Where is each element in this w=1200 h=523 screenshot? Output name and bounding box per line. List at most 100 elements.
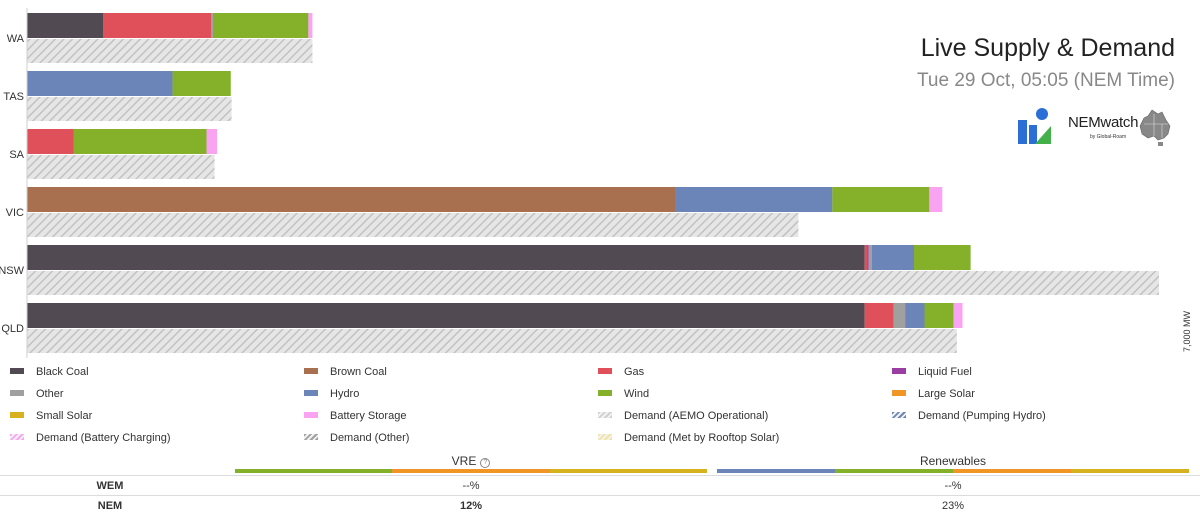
legend-label: Large Solar [918,388,975,400]
bar-sa-gas[interactable] [27,129,74,154]
color-strip-segment [1071,469,1189,473]
bar-sa-wind[interactable] [73,129,207,154]
legend-item[interactable]: Battery Storage [304,410,406,422]
bar-vic-brown-coal[interactable] [27,187,676,212]
legend-item[interactable]: Demand (Other) [304,432,409,444]
demand-bar-qld[interactable] [27,329,957,353]
help-icon[interactable]: ? [480,458,491,468]
legend-swatch [892,368,906,375]
legend-label: Demand (Pumping Hydro) [918,410,1046,422]
bar-wa-gas[interactable] [103,13,212,38]
legend-item[interactable]: Other [10,388,64,400]
category-label-nsw: NSW [0,265,25,277]
legend-item[interactable]: Demand (Battery Charging) [10,432,171,444]
bar-tas-wind[interactable] [172,71,231,96]
legend-item[interactable]: Black Coal [10,366,89,378]
legend-label: Brown Coal [330,366,387,378]
bar-qld-gas[interactable] [864,303,894,328]
vre-header-label: VRE [451,454,477,468]
axis-label: 7,000 MW [1182,310,1192,352]
supply-demand-chart: WA TAS SA VIC NSW QLD 7,000 MW [0,8,1192,358]
nemwatch-brand-sub: by Global-Roam [1090,134,1127,140]
australia-map-icon [1139,109,1171,146]
bar-tas-hydro[interactable] [27,71,173,96]
legend-swatch [304,412,318,419]
demand-bar-tas[interactable] [27,97,232,121]
renewables-table: VRE? Renewables WEM --% --% NEM 12% 23% [0,450,1200,523]
legend-label: Hydro [330,388,360,400]
bar-vic-hydro[interactable] [675,187,833,212]
legend-item[interactable]: Wind [598,388,649,400]
color-strip-segment [392,469,550,473]
bar-nsw-liquid-fuel[interactable] [867,245,869,270]
bar-vic-battery-storage[interactable] [929,187,943,212]
bars-layer [27,13,1159,353]
category-label-sa: SA [9,149,24,161]
legend: Black Coal Brown Coal Gas Liquid Fuel Other H… [0,362,1200,452]
bar-wa-wind[interactable] [212,13,309,38]
region-cell: NEM [97,500,123,512]
renewables-cell: 23% [941,500,965,512]
legend-label: Small Solar [36,410,93,422]
legend-label: Battery Storage [330,410,407,422]
legend-swatch [10,390,24,397]
category-label-tas: TAS [3,91,24,103]
legend-swatch [10,434,24,441]
legend-label: Demand (Other) [330,432,410,444]
bar-nsw-other[interactable] [868,245,872,270]
legend-label: Gas [624,366,645,378]
legend-label: Wind [624,388,650,400]
bar-vic-wind[interactable] [832,187,930,212]
bar-qld-wind[interactable] [924,303,954,328]
vre-cell: --% [462,480,480,492]
legend-swatch [892,390,906,397]
legend-item[interactable]: Demand (Pumping Hydro) [892,410,1046,422]
category-label-qld: QLD [1,323,24,335]
legend-label: Demand (Met by Rooftop Solar) [624,432,780,444]
legend-swatch [598,434,612,441]
bar-wa-battery-storage[interactable] [308,13,313,38]
legend-item[interactable]: Large Solar [892,388,975,400]
legend-item[interactable]: Small Solar [10,410,92,422]
demand-bar-vic[interactable] [27,213,799,237]
bar-wa-black-coal[interactable] [27,13,104,38]
category-labels: WA TAS SA VIC NSW QLD [0,33,25,335]
bar-qld-black-coal[interactable] [27,303,865,328]
legend-label: Other [36,388,64,400]
nemwatch-logo[interactable]: NEMwatch by Global-Roam [1068,108,1173,148]
category-label-wa: WA [7,33,25,45]
demand-bar-nsw[interactable] [27,271,1159,295]
legend-label: Demand (AEMO Operational) [624,410,769,422]
demand-bar-sa[interactable] [27,155,215,179]
nemwatch-brand: NEMwatch [1068,114,1139,131]
legend-swatch [892,412,906,419]
legend-item[interactable]: Brown Coal [304,366,387,378]
bar-sa-battery-storage[interactable] [206,129,218,154]
legend-item[interactable]: Liquid Fuel [892,366,972,378]
legend-item[interactable]: Hydro [304,388,359,400]
bar-wa-other[interactable] [211,13,213,38]
legend-swatch [598,412,612,419]
legend-item[interactable]: Demand (Met by Rooftop Solar) [598,432,779,444]
category-label-vic: VIC [6,207,24,219]
bar-qld-hydro[interactable] [905,303,925,328]
chart-title: Live Supply & Demand [920,34,1175,62]
chart-subtitle: Tue 29 Oct, 05:05 (NEM Time) [917,70,1175,91]
bar-qld-battery-storage[interactable] [953,303,963,328]
color-strip-segment [953,469,1071,473]
vre-cell: 12% [459,500,483,512]
bar-nsw-gas[interactable] [864,245,868,270]
color-strip-segment [717,469,835,473]
legend-item[interactable]: Demand (AEMO Operational) [598,410,768,422]
legend-item[interactable]: Gas [598,366,644,378]
legend-label: Black Coal [36,366,89,378]
vre-header: VRE? [235,454,707,468]
bar-nsw-black-coal[interactable] [27,245,865,270]
bar-qld-other[interactable] [893,303,906,328]
table-row: WEM --% --% [0,475,1200,496]
bar-nsw-hydro[interactable] [871,245,915,270]
bar-nsw-wind[interactable] [914,245,971,270]
renewables-header: Renewables [919,454,987,468]
demand-bar-wa[interactable] [27,39,313,63]
color-strip-segment [549,469,707,473]
